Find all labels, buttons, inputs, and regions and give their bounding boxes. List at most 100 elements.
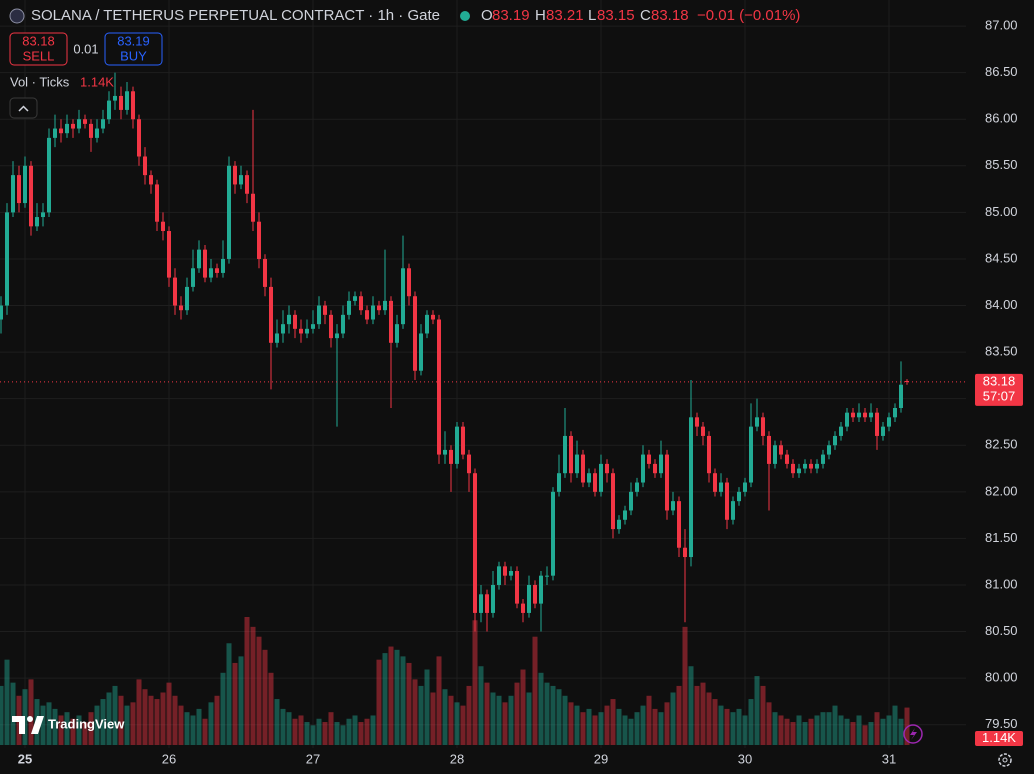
volume-bar	[760, 685, 766, 745]
candle-body	[359, 296, 363, 311]
sell-label[interactable]: SELL	[23, 48, 55, 63]
volume-bar	[736, 708, 742, 745]
settings-button[interactable]	[998, 753, 1012, 767]
y-tick-label: 84.50	[985, 250, 1018, 265]
candle-body	[215, 268, 219, 273]
volume-bar	[130, 702, 136, 745]
volume-bar	[784, 718, 790, 745]
volume-bar	[394, 649, 400, 745]
spread: 0.01	[73, 41, 98, 56]
sell-box[interactable]	[9, 32, 68, 66]
candle-body	[401, 268, 405, 325]
volume-bar	[604, 705, 610, 745]
volume-bar	[346, 718, 352, 745]
buy-label[interactable]: BUY	[120, 48, 147, 63]
x-tick-label: 27	[306, 751, 320, 766]
volume-bar	[730, 712, 736, 745]
candle-body	[371, 305, 375, 320]
volume-bar	[550, 685, 556, 745]
volume-bar	[562, 695, 568, 745]
ohlc-value: 83.19	[492, 7, 530, 24]
gear[interactable]	[998, 753, 1012, 767]
buy-box[interactable]	[104, 32, 163, 66]
candle-body	[605, 463, 609, 474]
volume-bar	[514, 682, 520, 745]
candle-body	[767, 435, 771, 464]
candle-body	[125, 91, 129, 110]
candle-body	[293, 314, 297, 329]
ohlc-label: C	[640, 7, 651, 24]
candle-body	[581, 454, 585, 483]
collapse-box[interactable]	[9, 97, 38, 119]
candle-body	[335, 333, 339, 339]
y-tick-label: 87.00	[985, 18, 1018, 33]
volume-bar	[82, 722, 88, 745]
candle-body	[257, 221, 261, 259]
volume-bar	[172, 695, 178, 745]
y-tick-label: 80.50	[985, 623, 1018, 638]
buy-button[interactable]: 83.19 BUY	[104, 32, 163, 66]
candle-body	[881, 426, 885, 436]
volume-bar	[328, 712, 334, 745]
buy-price[interactable]: 83.19	[117, 33, 150, 48]
lightning-ring[interactable]	[903, 724, 923, 744]
volume-bar	[520, 669, 526, 745]
volume-label: 1.14K	[982, 730, 1016, 745]
sell-button[interactable]: 83.18 SELL	[9, 32, 68, 66]
x-tick-label: 30	[738, 751, 752, 766]
candle-body	[353, 296, 357, 301]
volume-bar	[844, 718, 850, 745]
candle-body	[551, 491, 555, 576]
volume-bar	[232, 662, 238, 745]
volume-bar	[406, 662, 412, 745]
candle-body	[233, 165, 237, 185]
volume-bar	[286, 712, 292, 745]
lightning-icon[interactable]	[910, 728, 917, 740]
volume-bar	[676, 685, 682, 745]
collapse-button[interactable]	[9, 97, 38, 119]
candle-body	[653, 463, 657, 474]
volume-bar	[754, 676, 760, 745]
candle-body	[209, 268, 213, 278]
volume-bar	[412, 679, 418, 745]
gear-hub[interactable]	[1002, 757, 1008, 763]
candle-body	[143, 156, 147, 176]
volume-bar	[592, 715, 598, 745]
volume-bar	[226, 643, 232, 745]
volume-bar	[58, 715, 64, 745]
candle-body	[425, 314, 429, 334]
volume-bar	[424, 669, 430, 745]
candle-body	[329, 314, 333, 339]
candle-body	[431, 314, 435, 320]
last-price-label: 83.18	[983, 373, 1016, 388]
candle-body	[407, 268, 411, 297]
candle-body	[713, 473, 717, 492]
volume-bar	[52, 708, 58, 745]
ohlc-value: 83.15	[597, 7, 635, 24]
candle-body	[221, 258, 225, 273]
volume-bar	[688, 666, 694, 745]
sell-price[interactable]: 83.18	[22, 33, 55, 48]
candle-body	[305, 328, 309, 334]
volume-bar	[766, 702, 772, 745]
volume-bar	[250, 626, 256, 745]
candle-body	[707, 435, 711, 474]
candle-body	[725, 482, 729, 520]
volume-bar	[100, 699, 106, 745]
volume-bar	[646, 695, 652, 745]
chevron[interactable]	[18, 105, 29, 112]
y-tick-label: 86.50	[985, 64, 1018, 79]
x-tick-label: 26	[162, 751, 176, 766]
volume-bar	[622, 715, 628, 745]
volume-bar	[568, 702, 574, 745]
logo: TradingView	[12, 716, 125, 734]
volume-bar	[184, 712, 190, 745]
candle-body	[473, 473, 477, 613]
volume-bar	[166, 682, 172, 745]
volume-bar	[580, 712, 586, 745]
volume-bar	[820, 712, 826, 745]
candle-body	[413, 296, 417, 371]
candle-body	[377, 305, 381, 311]
lightning-button[interactable]	[903, 724, 923, 744]
